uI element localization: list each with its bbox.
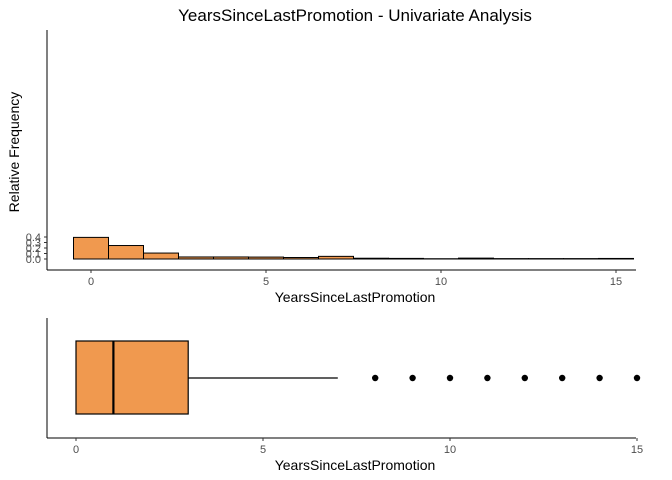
boxplot-x-tick-label: 0 [73, 444, 79, 456]
boxplot-marks [75, 340, 641, 415]
histogram-x-tick-label: 10 [435, 276, 447, 288]
histogram-x-tick-label: 5 [263, 276, 269, 288]
histogram-y-axis-title: Relative Frequency [6, 92, 22, 213]
histogram-bar-11 [458, 257, 494, 260]
boxplot-outlier-point [409, 374, 416, 382]
histogram-panel: 0.00.10.20.30.4 0 5 10 15 YearsSinceLastPro… [6, 30, 636, 305]
histogram-x-ticks: 0 5 10 15 [88, 270, 622, 288]
histogram-bar-2 [143, 252, 179, 260]
histogram-bar-15 [598, 257, 634, 260]
histogram-y-tick-label: 0.0 [26, 254, 41, 266]
boxplot-outlier-point [559, 374, 566, 382]
histogram-y-ticks: 0.00.10.20.30.4 [26, 232, 47, 266]
histogram-bar-4 [213, 256, 249, 260]
boxplot-panel: 0 5 10 15 YearsSinceLastPromotion [46, 318, 643, 473]
histogram-bars [73, 236, 634, 260]
boxplot-outlier-point [372, 374, 379, 382]
boxplot-x-tick-label: 10 [444, 444, 456, 456]
boxplot-outlier-point [521, 374, 528, 382]
boxplot-x-ticks: 0 5 10 15 [73, 438, 643, 456]
histogram-bar-6 [283, 257, 319, 260]
histogram-x-tick-label: 0 [88, 276, 94, 288]
histogram-bar-9 [388, 257, 424, 260]
histogram-y-tick-label: 0.2 [26, 243, 41, 255]
histogram-x-axis-title: YearsSinceLastPromotion [275, 289, 436, 305]
boxplot-outlier-point [633, 374, 641, 382]
histogram-x-tick-label: 15 [610, 276, 622, 288]
chart-title: YearsSinceLastPromotion - Univariate Ana… [178, 6, 532, 25]
boxplot-outlier-point [446, 374, 454, 382]
histogram-y-tick-label: 0.4 [26, 232, 41, 244]
boxplot-outlier-point [596, 374, 603, 382]
histogram-y-tick-label: 0.3 [26, 238, 41, 250]
histogram-bar-5 [248, 256, 284, 260]
histogram-bar-1 [108, 245, 144, 260]
histogram-y-tick-label: 0.1 [26, 249, 41, 261]
histogram-bar-8 [353, 257, 389, 260]
boxplot-outlier-point [484, 374, 491, 382]
histogram-bar-3 [178, 256, 214, 260]
boxplot-x-axis-title: YearsSinceLastPromotion [275, 457, 436, 473]
boxplot-x-tick-label: 5 [260, 444, 266, 456]
boxplot-box [75, 340, 189, 415]
boxplot-x-tick-label: 15 [631, 444, 643, 456]
histogram-bar-0 [73, 236, 109, 260]
histogram-bar-7 [318, 255, 354, 260]
